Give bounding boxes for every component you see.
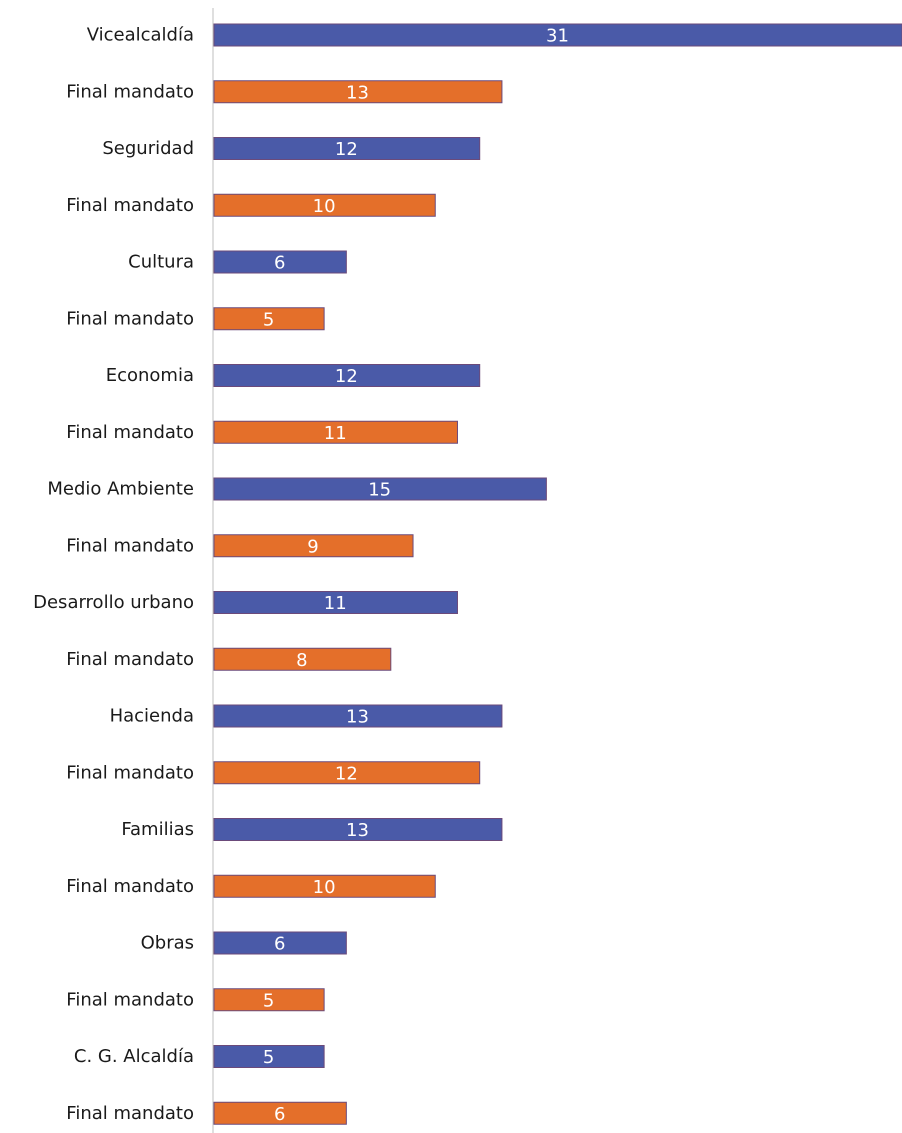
category-label: Final mandato — [66, 762, 194, 783]
department-bar — [213, 704, 503, 728]
bar-value-label: 11 — [324, 593, 347, 614]
final-mandato-bar — [213, 1101, 347, 1125]
department-bar — [213, 23, 902, 47]
department-bar — [213, 137, 481, 160]
category-label: C. G. Alcaldía — [74, 1046, 194, 1067]
category-label: Cultura — [128, 252, 194, 273]
department-bar — [213, 1045, 325, 1068]
bar-value-label: 12 — [335, 366, 358, 387]
category-label: Hacienda — [110, 706, 194, 727]
bar-value-label: 6 — [274, 253, 285, 274]
bar-value-label: 10 — [313, 877, 336, 898]
bar-value-label: 5 — [263, 309, 274, 330]
category-label: Medio Ambiente — [47, 479, 194, 500]
category-label: Seguridad — [102, 138, 194, 159]
category-label: Final mandato — [66, 308, 194, 329]
department-bar — [213, 591, 458, 614]
bar-value-label: 31 — [546, 26, 569, 47]
final-mandato-bar — [213, 647, 392, 671]
bar-value-label: 13 — [346, 82, 369, 103]
category-label: Final mandato — [66, 989, 194, 1010]
bar-value-label: 6 — [274, 1104, 285, 1125]
category-label: Familias — [121, 819, 194, 840]
final-mandato-bar — [213, 761, 481, 785]
department-bar — [213, 931, 347, 955]
category-label: Final mandato — [66, 876, 194, 897]
category-label: Desarrollo urbano — [33, 592, 194, 613]
department-bar — [213, 818, 503, 841]
category-label: Economia — [106, 365, 194, 386]
bar-value-label: 10 — [313, 196, 336, 217]
bar-value-label: 13 — [346, 707, 369, 728]
category-label: Vicealcaldía — [87, 25, 194, 46]
final-mandato-bar — [213, 534, 414, 558]
category-label: Final mandato — [66, 195, 194, 216]
category-label: Final mandato — [66, 81, 194, 102]
final-mandato-bar — [213, 80, 503, 104]
bar-value-label: 5 — [263, 990, 274, 1011]
final-mandato-bar — [213, 988, 325, 1012]
department-bar — [213, 250, 347, 274]
category-label: Obras — [141, 933, 194, 954]
bars-group: Vicealcaldía 31 Final mandato 13 Seguridad 12… — [33, 23, 902, 1125]
final-mandato-bar — [213, 874, 436, 898]
final-mandato-bar — [213, 307, 325, 331]
bar-value-label: 12 — [335, 763, 358, 784]
bar-value-label: 5 — [263, 1047, 274, 1068]
category-label: Final mandato — [66, 649, 194, 670]
department-bar — [213, 364, 481, 387]
bar-value-label: 8 — [296, 650, 307, 671]
final-mandato-bar — [213, 193, 436, 217]
bar-value-label: 6 — [274, 934, 285, 955]
bar-value-label: 11 — [324, 423, 347, 444]
bar-value-label: 9 — [307, 536, 318, 557]
department-bar — [213, 477, 547, 501]
category-label: Final mandato — [66, 535, 194, 556]
category-label: Final mandato — [66, 422, 194, 443]
final-mandato-bar — [213, 420, 458, 444]
bar-value-label: 13 — [346, 820, 369, 841]
category-label: Final mandato — [66, 1103, 194, 1124]
bar-value-label: 12 — [335, 139, 358, 160]
bar-value-label: 15 — [368, 480, 391, 501]
